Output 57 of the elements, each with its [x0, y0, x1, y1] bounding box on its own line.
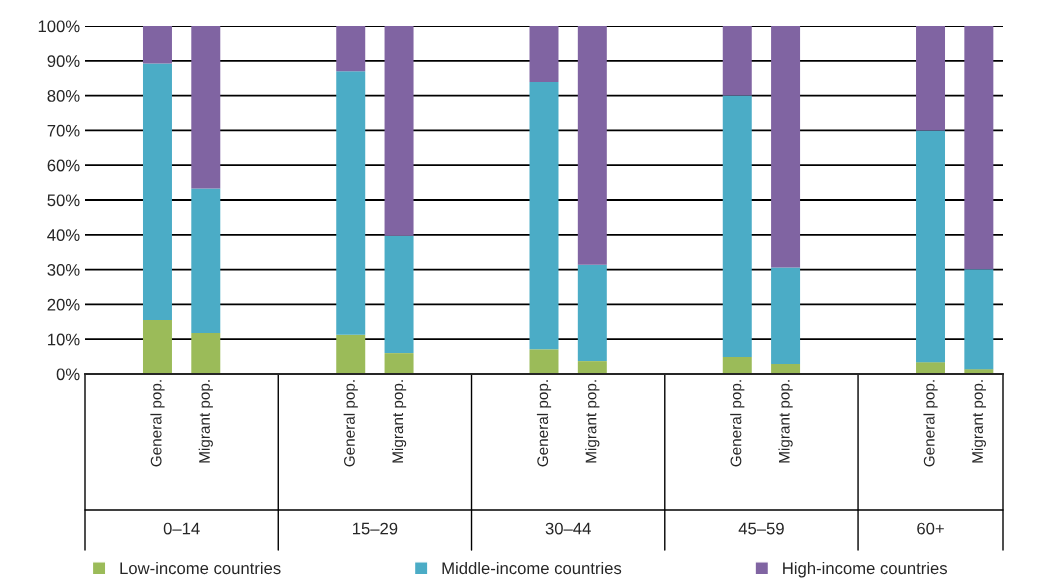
- bar: [529, 26, 559, 83]
- y-tick-label: 10%: [48, 333, 80, 346]
- bar: [722, 95, 752, 357]
- y-tick-label: 70%: [47, 124, 80, 137]
- bar: [336, 26, 366, 72]
- y-tick-label: 50%: [47, 194, 80, 207]
- x-tick-label: Migrant pop.: [778, 380, 793, 463]
- bar: [916, 362, 946, 374]
- y-tick-label: 60%: [47, 159, 80, 172]
- legend-label: Middle-income countries: [442, 561, 622, 575]
- bar: [916, 26, 946, 131]
- bar: [336, 334, 366, 374]
- y-tick-label: 80%: [47, 90, 80, 102]
- legend-label: Low-income countries: [120, 561, 281, 575]
- y-tick-label: 40%: [47, 229, 80, 241]
- bar: [916, 130, 946, 363]
- y-tick-label: 100%: [38, 20, 80, 33]
- bar: [191, 26, 221, 189]
- x-tick-label: General pop.: [536, 380, 552, 467]
- x-tick-label: Migrant pop.: [391, 380, 407, 463]
- text: 0–14: [163, 522, 200, 535]
- bar: [577, 26, 607, 265]
- x-tick-label: General pop.: [923, 380, 938, 467]
- bar: [191, 188, 221, 333]
- text: 60+: [917, 522, 944, 535]
- legend-label: High-income countries: [783, 561, 947, 578]
- text: 30–44: [545, 522, 591, 535]
- bar: [964, 26, 994, 270]
- x-tick-label: General pop.: [730, 380, 745, 467]
- bar: [142, 63, 172, 321]
- bar: [384, 235, 414, 354]
- bar: [384, 353, 414, 374]
- bar: [142, 320, 172, 374]
- bar: [384, 26, 414, 236]
- x-tick-label: Migrant pop.: [971, 380, 986, 463]
- bar: [577, 361, 607, 374]
- x-tick-label: General pop.: [343, 380, 358, 467]
- bar: [191, 332, 221, 374]
- y-tick-label: 30%: [47, 264, 80, 276]
- y-tick-label: 20%: [47, 298, 80, 311]
- bar: [722, 356, 752, 374]
- bar: [529, 82, 559, 350]
- bar: [336, 71, 366, 335]
- x-tick-label: Migrant pop.: [198, 380, 213, 463]
- bar: [142, 26, 172, 64]
- text: 15–29: [352, 522, 398, 535]
- text: 45–59: [738, 522, 784, 535]
- bar: [771, 26, 801, 268]
- x-tick-label: Migrant pop.: [585, 380, 600, 463]
- bar: [529, 349, 559, 374]
- bar: [771, 267, 801, 364]
- x-tick-label: General pop.: [150, 380, 165, 467]
- y-tick-label: 90%: [47, 55, 80, 67]
- bar: [577, 264, 607, 362]
- bar: [722, 26, 752, 96]
- y-tick-label: 0%: [56, 368, 80, 381]
- bar: [964, 269, 994, 370]
